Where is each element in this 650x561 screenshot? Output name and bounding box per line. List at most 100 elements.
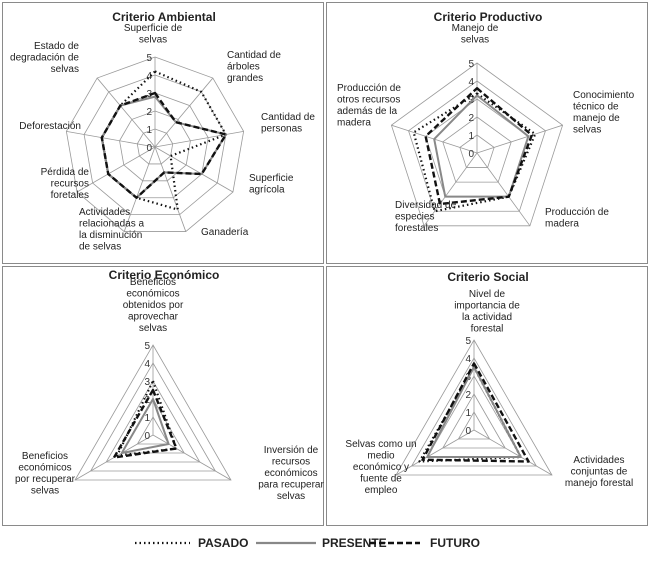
tick-label: 5: [468, 59, 474, 70]
axis-label-line: selvas: [31, 486, 59, 497]
axis-label: Actividades relacionadas a la disminución d…: [79, 207, 144, 253]
grid-ring: [442, 116, 512, 183]
axis-label: Cantidad de personas: [261, 112, 315, 135]
grid-spoke: [473, 429, 553, 476]
grid-spoke: [123, 146, 156, 232]
axis-label-line: técnico de: [573, 102, 619, 113]
axis-label: Cantidad de árboles grandes: [227, 50, 281, 84]
legend-pasado-label: PASADO: [198, 536, 248, 550]
tick-label: 0: [465, 426, 471, 437]
grid-spoke: [476, 124, 563, 154]
tick-label: 4: [146, 71, 152, 82]
legend-futuro-label: FUTURO: [430, 536, 480, 550]
axis-label-line: Selvas como un: [345, 439, 416, 450]
tick-label: 1: [144, 413, 150, 424]
grid-spoke: [423, 152, 478, 227]
axis-label: Estado de degradación de selvas: [10, 41, 79, 75]
chart-title: Criterio Social: [447, 270, 528, 284]
grid-ring: [408, 80, 546, 212]
tick-label: 2: [465, 390, 471, 401]
axis-label-line: recursos: [51, 179, 89, 190]
axis-label-line: además de la: [337, 106, 397, 117]
axis-label-line: Ganadería: [201, 227, 249, 238]
axis-label-line: selvas: [139, 323, 167, 334]
axis-label-line: forestal: [471, 324, 504, 335]
axis-label-line: Cantidad de: [261, 112, 315, 123]
axis-label-line: económicos: [126, 289, 179, 300]
axis-label: Producción de otros recursos además de la m…: [337, 83, 401, 129]
grid-spoke: [154, 146, 187, 232]
grid-spoke: [96, 77, 156, 148]
axis-label-line: Manejo de: [452, 23, 499, 34]
axis-label: Diversidad de especies forestales: [395, 200, 457, 234]
axis-label-line: otros recursos: [337, 95, 400, 106]
axis-label-line: forestales: [395, 223, 438, 234]
grid-ring: [136, 128, 174, 165]
tick-label: 0: [144, 431, 150, 442]
grid-spoke: [154, 77, 214, 148]
axis-label-line: selvas: [573, 125, 601, 136]
axis-label: Inversión de recursos económicos para recup…: [258, 445, 324, 502]
series-presente: [426, 366, 522, 458]
chart-title: Criterio Económico: [109, 268, 220, 282]
axis-label-line: personas: [261, 124, 302, 135]
grid-ring: [410, 357, 538, 467]
chart-legend: PASADO PRESENTE FUTURO: [0, 530, 650, 556]
tick-label: 4: [144, 359, 150, 370]
axis-label-line: recursos: [272, 457, 310, 468]
axis-label-line: la actividad: [462, 312, 512, 323]
axis-label-line: Beneficios: [130, 277, 176, 288]
radar-panel-social: Criterio Social 0 1 2 3 4 5 Nivel de importancia…: [326, 266, 648, 526]
tick-label: 5: [146, 53, 152, 64]
axis-label-line: foretales: [51, 190, 89, 201]
grid-spoke: [154, 130, 244, 148]
tick-label: 4: [468, 77, 474, 88]
series-presente: [433, 94, 530, 198]
grid-spoke: [152, 434, 232, 481]
axis-label-line: económicos: [264, 468, 317, 479]
axis-label-line: obtenidos por: [123, 300, 184, 311]
series-futuro: [112, 388, 178, 459]
axis-label-line: empleo: [365, 485, 398, 496]
axis-label-line: Actividades: [573, 455, 624, 466]
axis-label-line: madera: [337, 118, 371, 129]
axis-label: Superficie agrícola: [249, 173, 294, 196]
axis-label-line: agrícola: [249, 185, 285, 196]
axis-label-line: Superficie de: [124, 23, 183, 34]
axis-label-line: especies: [395, 212, 434, 223]
grid-ring: [390, 62, 564, 227]
legend-svg: PASADO PRESENTE FUTURO: [135, 536, 480, 550]
axis-label-line: medio: [367, 451, 395, 462]
axis-label-line: Pérdida de: [41, 167, 90, 178]
axis-label-line: para recuperar: [258, 480, 324, 491]
chart-title: Criterio Productivo: [434, 10, 543, 24]
series-futuro: [421, 362, 530, 463]
axis-label-line: madera: [545, 219, 579, 230]
tick-label: 1: [465, 408, 471, 419]
axis-label: Conocimiento técnico de manejo de selvas: [573, 90, 635, 136]
series-futuro: [424, 86, 533, 206]
tick-label: 3: [144, 377, 150, 388]
axis-label-line: Producción de: [337, 83, 401, 94]
axis-label-line: selvas: [139, 35, 167, 46]
tick-label: 0: [468, 149, 474, 160]
axis-label-line: selvas: [461, 35, 489, 46]
grid-ring: [74, 344, 232, 481]
grid-spoke: [66, 130, 156, 148]
tick-label: 0: [146, 143, 152, 154]
axis-label-line: Deforestación: [19, 121, 81, 132]
axis-label-line: Diversidad de: [395, 200, 457, 211]
axis-label-line: la disminución: [79, 230, 142, 241]
axis-label-line: por recuperar: [15, 474, 76, 485]
grid-ring: [395, 339, 553, 476]
grid-ring: [105, 380, 201, 463]
tick-label: 5: [465, 336, 471, 347]
axis-label: Manejo de selvas: [452, 23, 499, 46]
axis-label: Producción de madera: [545, 207, 609, 230]
grid-spoke: [154, 146, 234, 193]
grid-spoke: [74, 434, 154, 481]
grid-ring: [457, 411, 491, 440]
tick-label: 1: [468, 131, 474, 142]
